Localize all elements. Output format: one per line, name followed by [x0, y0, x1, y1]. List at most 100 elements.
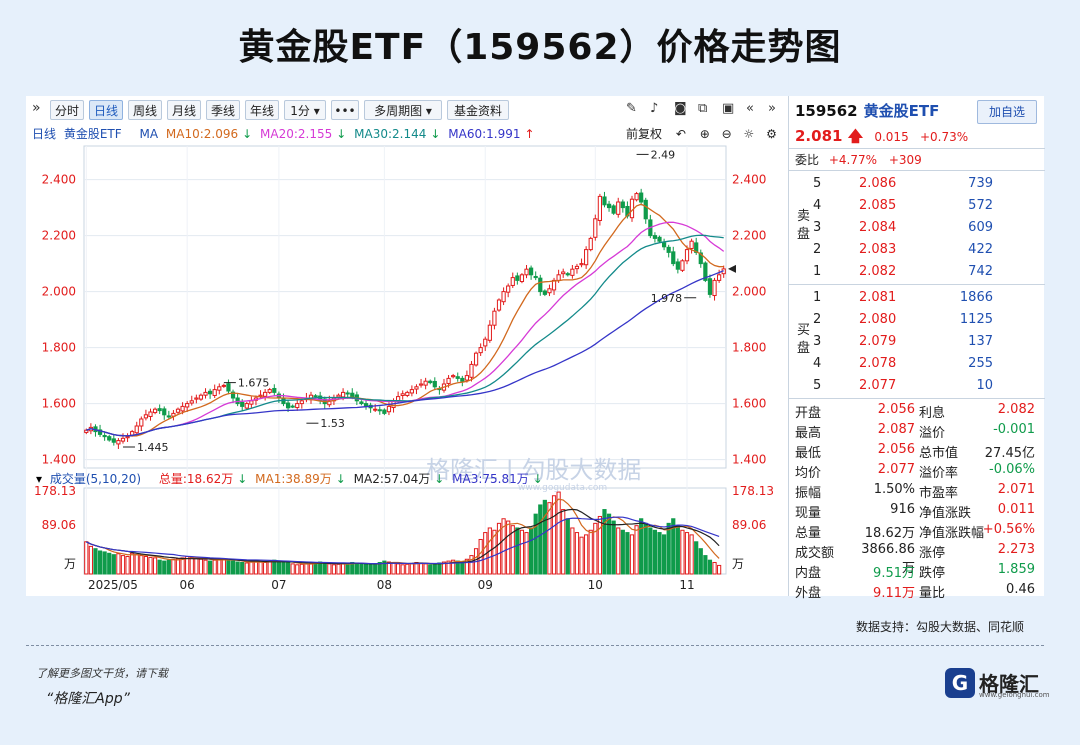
- volume-bar: [671, 518, 676, 575]
- buy-row: 5 2.077 10: [813, 378, 993, 393]
- volume-total: 总量:18.62万: [158, 472, 234, 486]
- settings-icon[interactable]: ⚙: [766, 127, 777, 141]
- tab-4[interactable]: 季线: [206, 100, 240, 120]
- candle-body: [712, 279, 717, 297]
- volume-bar: [506, 520, 511, 575]
- volume-bar: [116, 553, 121, 575]
- copy-icon[interactable]: ⧉: [698, 101, 708, 116]
- candle-body: [473, 352, 479, 366]
- volume-toggle-icon[interactable]: ▾: [36, 472, 43, 486]
- tab-2[interactable]: 周线: [128, 100, 162, 120]
- tab-1[interactable]: 日线: [89, 100, 123, 120]
- stat-row: 最高 2.087 溢价 -0.001: [795, 422, 1035, 441]
- candle-body: [703, 262, 708, 281]
- candle-body: [313, 395, 318, 398]
- candle-body: [446, 377, 451, 384]
- sell-row: 2 2.083 422: [813, 242, 993, 257]
- x-tick-label: 11: [679, 578, 694, 592]
- candle-body: [529, 267, 534, 276]
- candle-body: [382, 409, 387, 414]
- candle-body: [336, 394, 341, 398]
- candle-body: [428, 380, 433, 384]
- tab-7[interactable]: •••: [331, 100, 359, 120]
- candle-body: [689, 240, 694, 249]
- volume-bar: [125, 556, 130, 575]
- candle-body: [542, 290, 547, 295]
- zoom-in-icon[interactable]: ⊕: [699, 127, 710, 141]
- ma-label: MA: [139, 127, 159, 141]
- tab-0[interactable]: 分时: [50, 100, 84, 120]
- camera-icon[interactable]: ◙: [674, 101, 687, 116]
- adjust-mode[interactable]: 前复权: [626, 127, 663, 141]
- candle-body: [350, 392, 355, 398]
- candle-body: [483, 338, 488, 347]
- draw-pen-icon[interactable]: ✎: [626, 101, 637, 116]
- candle-body: [570, 268, 575, 276]
- volume-bar: [661, 534, 667, 575]
- candle-body: [116, 440, 121, 445]
- volume-bar: [414, 561, 419, 575]
- volume-bar: [496, 522, 502, 575]
- candle-body: [230, 391, 236, 399]
- volume-bar: [285, 562, 291, 575]
- volume-bar: [194, 557, 199, 575]
- tab-9[interactable]: 基金资料: [447, 100, 509, 120]
- x-tick-label: 2025/05: [88, 578, 138, 592]
- volume-bar: [382, 560, 387, 575]
- candle-body: [180, 405, 185, 412]
- tab-5[interactable]: 年线: [245, 100, 279, 120]
- candle-body: [299, 400, 304, 405]
- undo-icon[interactable]: ↶: [675, 127, 686, 141]
- tab-6[interactable]: 1分 ▾: [284, 100, 326, 120]
- vma1-value: MA1:38.89万: [255, 472, 332, 486]
- volume-bar: [680, 529, 685, 575]
- x-tick-label: 08: [377, 578, 392, 592]
- volume-bar: [363, 563, 369, 575]
- candle-body: [684, 249, 690, 262]
- volume-bar: [148, 556, 153, 575]
- volume-bar: [533, 513, 538, 575]
- candle-body: [451, 375, 456, 378]
- volume-bar: [620, 529, 625, 575]
- quote-header: 159562 黄金股ETF: [795, 100, 939, 121]
- volume-bar: [327, 563, 332, 575]
- vma3-down-arrow-icon: ↓: [532, 472, 543, 486]
- brand-logo: G 格隆汇 www.gelonghui.com: [945, 668, 1050, 700]
- vol-total-down-arrow-icon: ↓: [237, 472, 248, 486]
- tab-3[interactable]: 月线: [167, 100, 201, 120]
- alert-bell-icon[interactable]: ♪: [650, 101, 659, 116]
- expand-chevron-icon[interactable]: »: [32, 100, 41, 116]
- tab-8[interactable]: 多周期图 ▾: [364, 100, 442, 120]
- volume-bar: [639, 518, 644, 575]
- candle-body: [657, 236, 662, 242]
- candle-body: [198, 394, 204, 400]
- collapse-icon[interactable]: «: [746, 101, 754, 116]
- y-tick-label-right: 1.600: [732, 397, 766, 411]
- volume-bar: [84, 541, 89, 575]
- x-tick-label: 07: [271, 578, 286, 592]
- volume-bar: [441, 561, 447, 575]
- volume-bar: [460, 561, 465, 575]
- volume-bar: [175, 558, 181, 575]
- window-icon[interactable]: ▣: [722, 101, 735, 116]
- add-watchlist-button[interactable]: 加自选: [977, 100, 1037, 124]
- volume-bar: [694, 541, 699, 575]
- vma3-value: MA3:75.81万: [452, 472, 529, 486]
- kline-chart[interactable]: 2.400 2.400 2.200 2.200 2.000 2.000 1.800 1.800…: [26, 96, 788, 596]
- candle-body: [377, 409, 382, 412]
- vol-tick-label-left: 89.06: [42, 518, 76, 532]
- volume-bar: [208, 560, 213, 575]
- ma20-value: MA20:2.155: [260, 127, 333, 141]
- chart-subbar: 前复权 ↶ ⊕ ⊖ ☼ ⚙: [626, 125, 777, 142]
- more-arrow-icon[interactable]: »: [768, 101, 776, 116]
- volume-bar: [345, 562, 350, 575]
- volume-bar: [212, 559, 217, 575]
- volume-bar: [189, 556, 194, 575]
- stat-row: 均价 2.077 溢价率 -0.06%: [795, 462, 1035, 481]
- zoom-out-icon[interactable]: ⊖: [721, 127, 732, 141]
- volume-bar: [157, 559, 162, 575]
- y-tick-label-left: 2.400: [42, 173, 76, 187]
- quote-panel: 159562 黄金股ETF 加自选 2.081 🡅 0.015 +0.73% 委比…: [788, 96, 1045, 601]
- sun-icon[interactable]: ☼: [743, 127, 755, 141]
- vma2-value: MA2:57.04万: [353, 472, 431, 486]
